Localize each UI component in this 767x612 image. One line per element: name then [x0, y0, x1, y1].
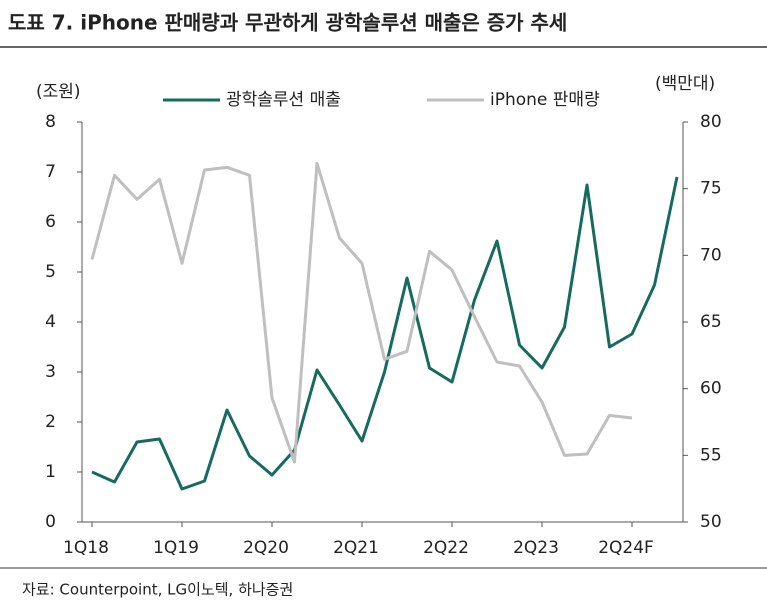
y2-tick-label: 60 — [700, 379, 722, 399]
x-tick-label: 2Q20 — [243, 538, 289, 558]
y2-tick-label: 50 — [700, 512, 722, 532]
y2-tick-label: 70 — [700, 245, 722, 265]
y-tick-label: 3 — [45, 362, 56, 382]
legend-label: iPhone 판매량 — [490, 90, 600, 110]
chart-title: 도표 7. iPhone 판매량과 무관하게 광학솔루션 매출은 증가 추세 — [8, 11, 567, 35]
y2-tick-label: 80 — [700, 112, 722, 132]
y-tick-label: 2 — [45, 412, 56, 432]
x-tick-label: 1Q18 — [63, 538, 109, 558]
x-tick-label: 2Q21 — [333, 538, 379, 558]
source: 자료: Counterpoint, LG이노텍, 하나증권 — [22, 581, 293, 599]
y-tick-label: 7 — [45, 162, 56, 182]
y-axis-label: (조원) — [36, 82, 81, 102]
x-tick-label: 2Q23 — [513, 538, 559, 558]
y2-tick-label: 75 — [700, 179, 722, 199]
legend-label: 광학솔루션 매출 — [226, 90, 341, 110]
y-tick-label: 6 — [45, 212, 56, 232]
series-line — [90, 161, 633, 464]
x-tick-label: 2Q24F — [598, 538, 654, 558]
y-tick-label: 4 — [45, 312, 56, 332]
y-tick-label: 5 — [45, 262, 56, 282]
y2-tick-label: 65 — [700, 312, 722, 332]
x-tick-label: 1Q19 — [153, 538, 199, 558]
y-tick-label: 8 — [45, 112, 56, 132]
y-tick-label: 1 — [45, 462, 56, 482]
y2-axis-label: (백만대) — [655, 74, 715, 94]
x-tick-label: 2Q22 — [423, 538, 469, 558]
y-tick-label: 0 — [45, 512, 56, 532]
series-line — [91, 176, 679, 491]
y2-tick-label: 55 — [700, 445, 722, 465]
